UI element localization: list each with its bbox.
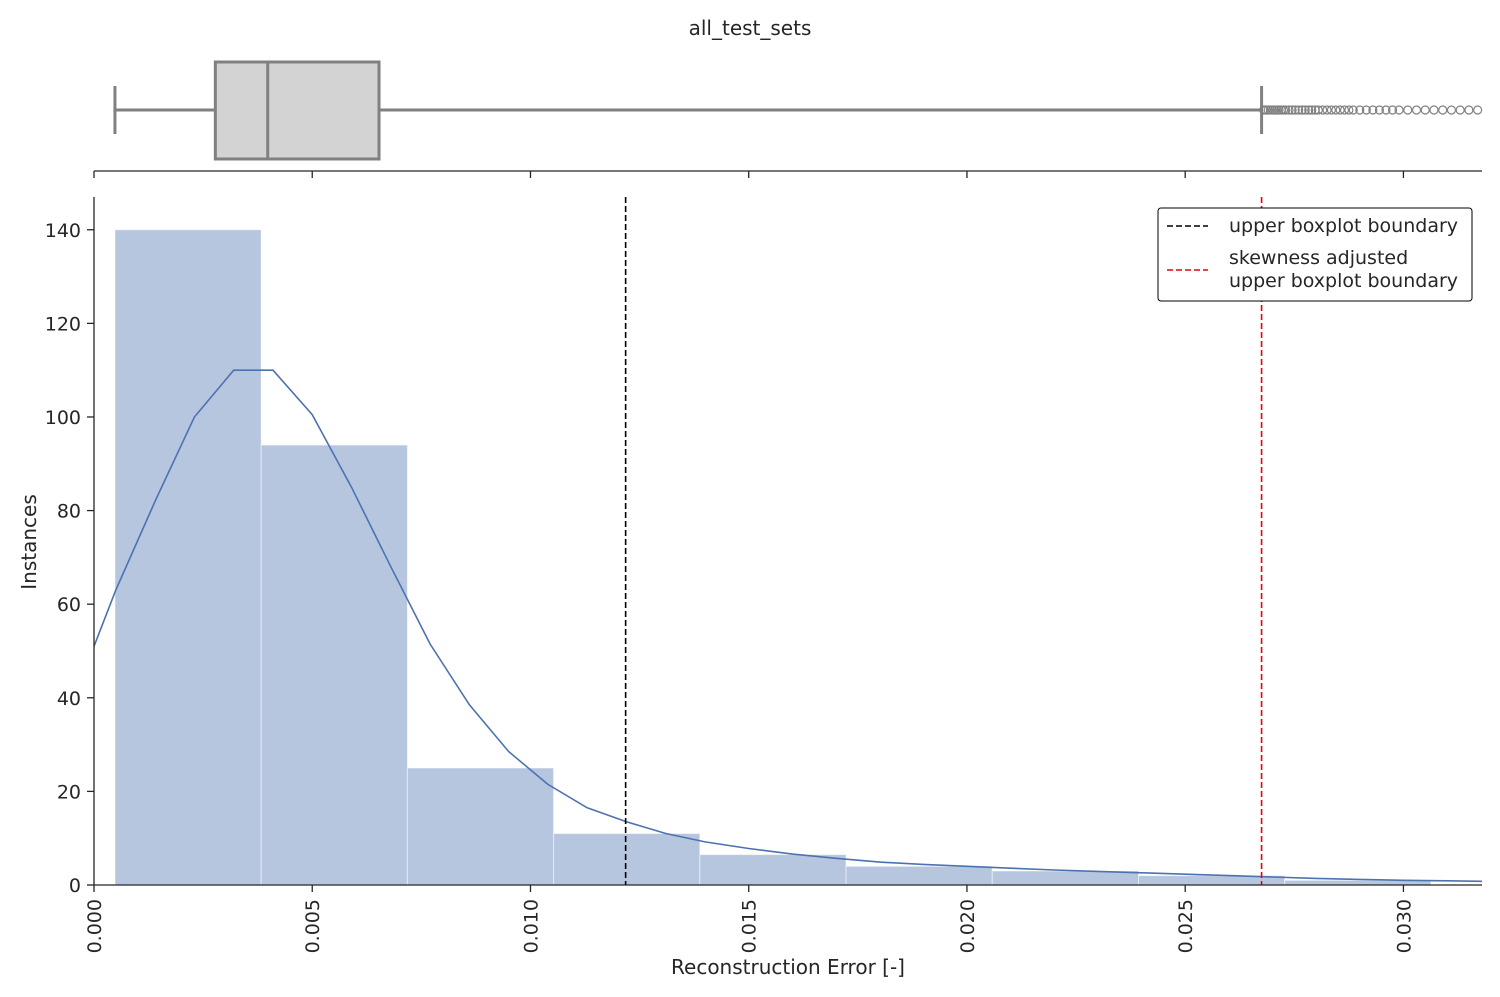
histogram-bar: [406, 767, 555, 886]
boxplot-outlier: [1473, 105, 1483, 115]
y-axis: 0 20 40 60 80 100 120 140: [45, 197, 95, 897]
y-tick-label: 100: [45, 407, 81, 429]
boxplot-outlier: [1420, 105, 1430, 115]
histogram-bar: [845, 865, 993, 886]
histogram-bar: [260, 444, 408, 886]
boxplot-outlier: [1429, 105, 1439, 115]
x-tick-label: 0.020: [957, 899, 979, 953]
histogram-bar: [699, 854, 847, 886]
x-tick-label: 0.010: [520, 899, 542, 953]
chart-title: all_test_sets: [689, 16, 812, 40]
boxplot-outlier: [1455, 105, 1465, 115]
boxplot-outlier: [1322, 105, 1332, 115]
boxplot-outlier: [1304, 105, 1314, 115]
reference-lines: [624, 197, 1263, 885]
histogram-bar: [553, 833, 701, 886]
y-tick-label: 120: [45, 313, 81, 335]
legend-label: upper boxplot boundary: [1229, 270, 1458, 292]
legend-label: upper boxplot boundary: [1229, 215, 1458, 237]
y-tick-label: 60: [57, 594, 81, 616]
boxplot-outlier: [1287, 105, 1297, 115]
boxplot-outlier: [1394, 105, 1404, 115]
y-tick-label: 140: [45, 220, 81, 242]
boxplot-outlier: [1331, 105, 1341, 115]
legend-label: skewness adjusted: [1229, 247, 1408, 269]
x-tick-label: 0.015: [739, 899, 761, 953]
boxplot-outlier: [1368, 105, 1378, 115]
boxplot-outlier: [1335, 105, 1345, 115]
boxplot-outlier: [1326, 105, 1337, 115]
boxplot-outlier: [1300, 105, 1310, 115]
kde-curve: [93, 369, 1483, 883]
boxplot-outlier: [1387, 105, 1398, 115]
boxplot-outlier: [1297, 105, 1307, 115]
histogram-bar: [114, 229, 262, 886]
boxplot-outlier: [1438, 105, 1448, 115]
boxplot-outlier: [1284, 105, 1294, 115]
boxplot-outlier: [1361, 105, 1371, 115]
boxplot-outlier: [1464, 105, 1474, 115]
boxplot-box: [213, 60, 381, 161]
x-axis-label: Reconstruction Error [-]: [671, 955, 905, 979]
boxplot-outlier: [1280, 105, 1291, 115]
histogram-bar: [991, 870, 1139, 886]
boxplot-outlier: [1339, 105, 1350, 115]
x-axis: 0.000 0.005 0.010 0.015 0.020 0.025 0.030: [84, 884, 1482, 953]
boxplot-outlier: [1318, 105, 1328, 115]
boxplot-outlier: [1411, 105, 1422, 115]
x-tick-label: 0.000: [84, 899, 106, 953]
boxplot-outlier: [1348, 105, 1358, 115]
y-tick-label: 20: [57, 781, 81, 803]
x-tick-label: 0.005: [302, 899, 324, 953]
boxplot-panel: [113, 60, 1483, 161]
y-tick-label: 40: [57, 688, 81, 710]
x-tick-label: 0.030: [1393, 899, 1415, 953]
boxplot-outlier: [1344, 105, 1354, 115]
boxplot-outlier: [1307, 105, 1317, 115]
boxplot-outlier: [1446, 105, 1457, 115]
boxplot-outlier: [1294, 105, 1304, 115]
boxplot-outlier: [1403, 105, 1413, 115]
boxplot-outlier: [1290, 105, 1300, 115]
x-tick-label: 0.025: [1175, 899, 1197, 953]
histogram-bars: [114, 229, 1432, 886]
y-tick-label: 0: [69, 875, 81, 897]
y-axis-label: Instances: [17, 494, 41, 590]
boxplot-x-axis: [93, 170, 1482, 178]
legend-frame: [1157, 207, 1473, 302]
y-tick-label: 80: [57, 501, 81, 523]
boxplot-outlier: [1313, 105, 1323, 115]
boxplot-outlier: [1374, 105, 1385, 115]
boxplot-outlier: [1381, 105, 1391, 115]
boxplot-outlier: [1355, 105, 1365, 115]
